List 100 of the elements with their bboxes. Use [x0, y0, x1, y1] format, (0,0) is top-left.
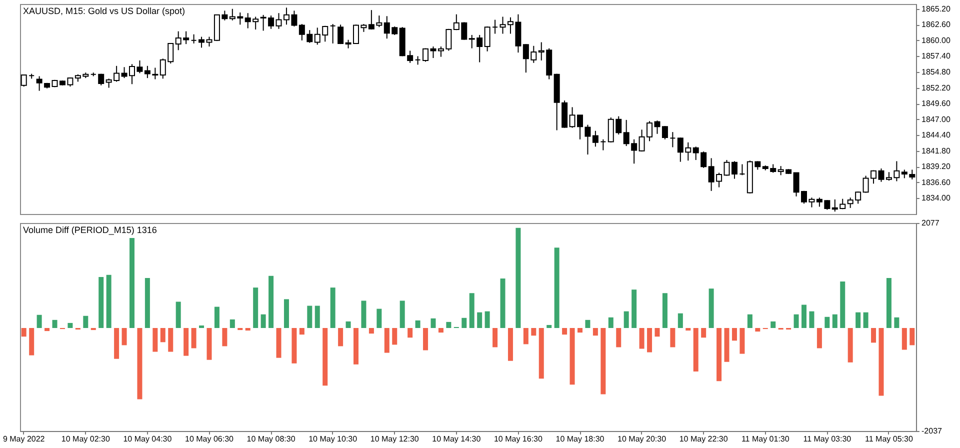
y-tick-label: 1844.40 [922, 130, 951, 140]
bar [68, 322, 73, 328]
bar [106, 274, 112, 328]
bar [647, 328, 652, 352]
x-tick-label: 10 May 06:30 [185, 434, 234, 444]
bar [600, 328, 606, 394]
bar [840, 281, 846, 328]
bar [492, 328, 498, 348]
bar [83, 316, 88, 328]
bar [222, 328, 228, 346]
y-tick-label: 1852.20 [922, 83, 951, 92]
bar [307, 306, 312, 328]
bar [538, 328, 544, 379]
bar [368, 328, 374, 334]
x-tick-label: 9 May 2022 [2, 434, 46, 444]
x-tick-label: 11 May 03:30 [803, 434, 852, 444]
bar [206, 328, 212, 360]
bar [477, 312, 482, 328]
bar [376, 308, 382, 328]
x-tick-label: 11 May 01:30 [741, 434, 790, 444]
bar [708, 288, 714, 328]
bar [546, 324, 552, 328]
bar [910, 328, 915, 346]
bar [863, 312, 868, 328]
y-tick-label: 1862.60 [922, 20, 951, 30]
bar [740, 328, 745, 354]
bar [716, 328, 722, 382]
bar [29, 328, 34, 356]
x-tick-label: 10 May 10:30 [308, 434, 358, 444]
bar [894, 317, 900, 328]
y-tick-label: 1836.60 [922, 178, 951, 187]
bar [152, 328, 158, 352]
bar [693, 328, 698, 372]
y-tick-label: 1839.20 [922, 162, 951, 172]
y-tick-label: 1849.60 [922, 99, 951, 108]
bar [578, 328, 582, 333]
bar [130, 238, 134, 328]
y-tick-label: 1841.80 [922, 146, 951, 156]
x-tick-label: 10 May 22:30 [679, 434, 728, 444]
bar [160, 328, 166, 342]
bar [114, 328, 120, 359]
candlestick [662, 125, 668, 140]
bar [199, 325, 204, 328]
bar [686, 328, 691, 331]
bar [724, 328, 730, 362]
bar [384, 328, 390, 353]
bar [592, 328, 598, 336]
bar [438, 328, 444, 333]
y-tick-label: 1857.40 [922, 52, 951, 61]
bar [137, 328, 142, 400]
bar [354, 328, 358, 364]
bar [400, 300, 405, 328]
y-tick-label: 1860.00 [922, 36, 951, 45]
bar [856, 312, 861, 328]
bar [531, 328, 536, 336]
x-tick-label: 10 May 18:30 [556, 434, 605, 444]
x-tick-label: 10 May 12:30 [370, 434, 420, 444]
bar [415, 320, 420, 328]
x-tick-label: 10 May 02:30 [61, 434, 110, 444]
bar [122, 328, 127, 346]
bar [392, 328, 398, 345]
bar [747, 314, 752, 328]
bar [214, 306, 220, 328]
bar [500, 278, 506, 328]
bar [338, 328, 344, 346]
bar [260, 314, 266, 328]
x-tick-label: 10 May 16:30 [494, 434, 543, 444]
bar [871, 328, 876, 343]
x-tick-label: 10 May 20:30 [618, 434, 667, 444]
candlestick [592, 130, 598, 148]
bar [176, 302, 181, 328]
bar [670, 328, 676, 348]
y-tick-label: 1865.20 [922, 4, 951, 14]
bar [299, 328, 304, 335]
bar [639, 328, 644, 349]
bar [585, 320, 590, 328]
y-tick-label: -2037 [922, 426, 943, 436]
bar [184, 328, 189, 356]
bar [794, 314, 799, 328]
bar [21, 328, 26, 337]
bar [446, 322, 452, 328]
bar [570, 328, 575, 385]
bar [562, 328, 568, 335]
bar [662, 293, 668, 328]
bar [284, 299, 289, 328]
bar [44, 328, 50, 332]
x-tick-label: 10 May 04:30 [123, 434, 172, 444]
candlestick [190, 34, 197, 44]
bar [230, 319, 235, 328]
bar [608, 317, 614, 328]
bar [624, 311, 629, 328]
bar [632, 290, 637, 328]
x-tick-label: 10 May 14:30 [432, 434, 482, 444]
bar [770, 321, 776, 328]
chart-title: Volume Diff (PERIOD_M15) 1316 [23, 225, 157, 235]
candlestick [338, 24, 344, 45]
bar [408, 328, 413, 338]
bar [902, 328, 907, 350]
bar [654, 328, 660, 337]
candlestick [484, 26, 490, 52]
